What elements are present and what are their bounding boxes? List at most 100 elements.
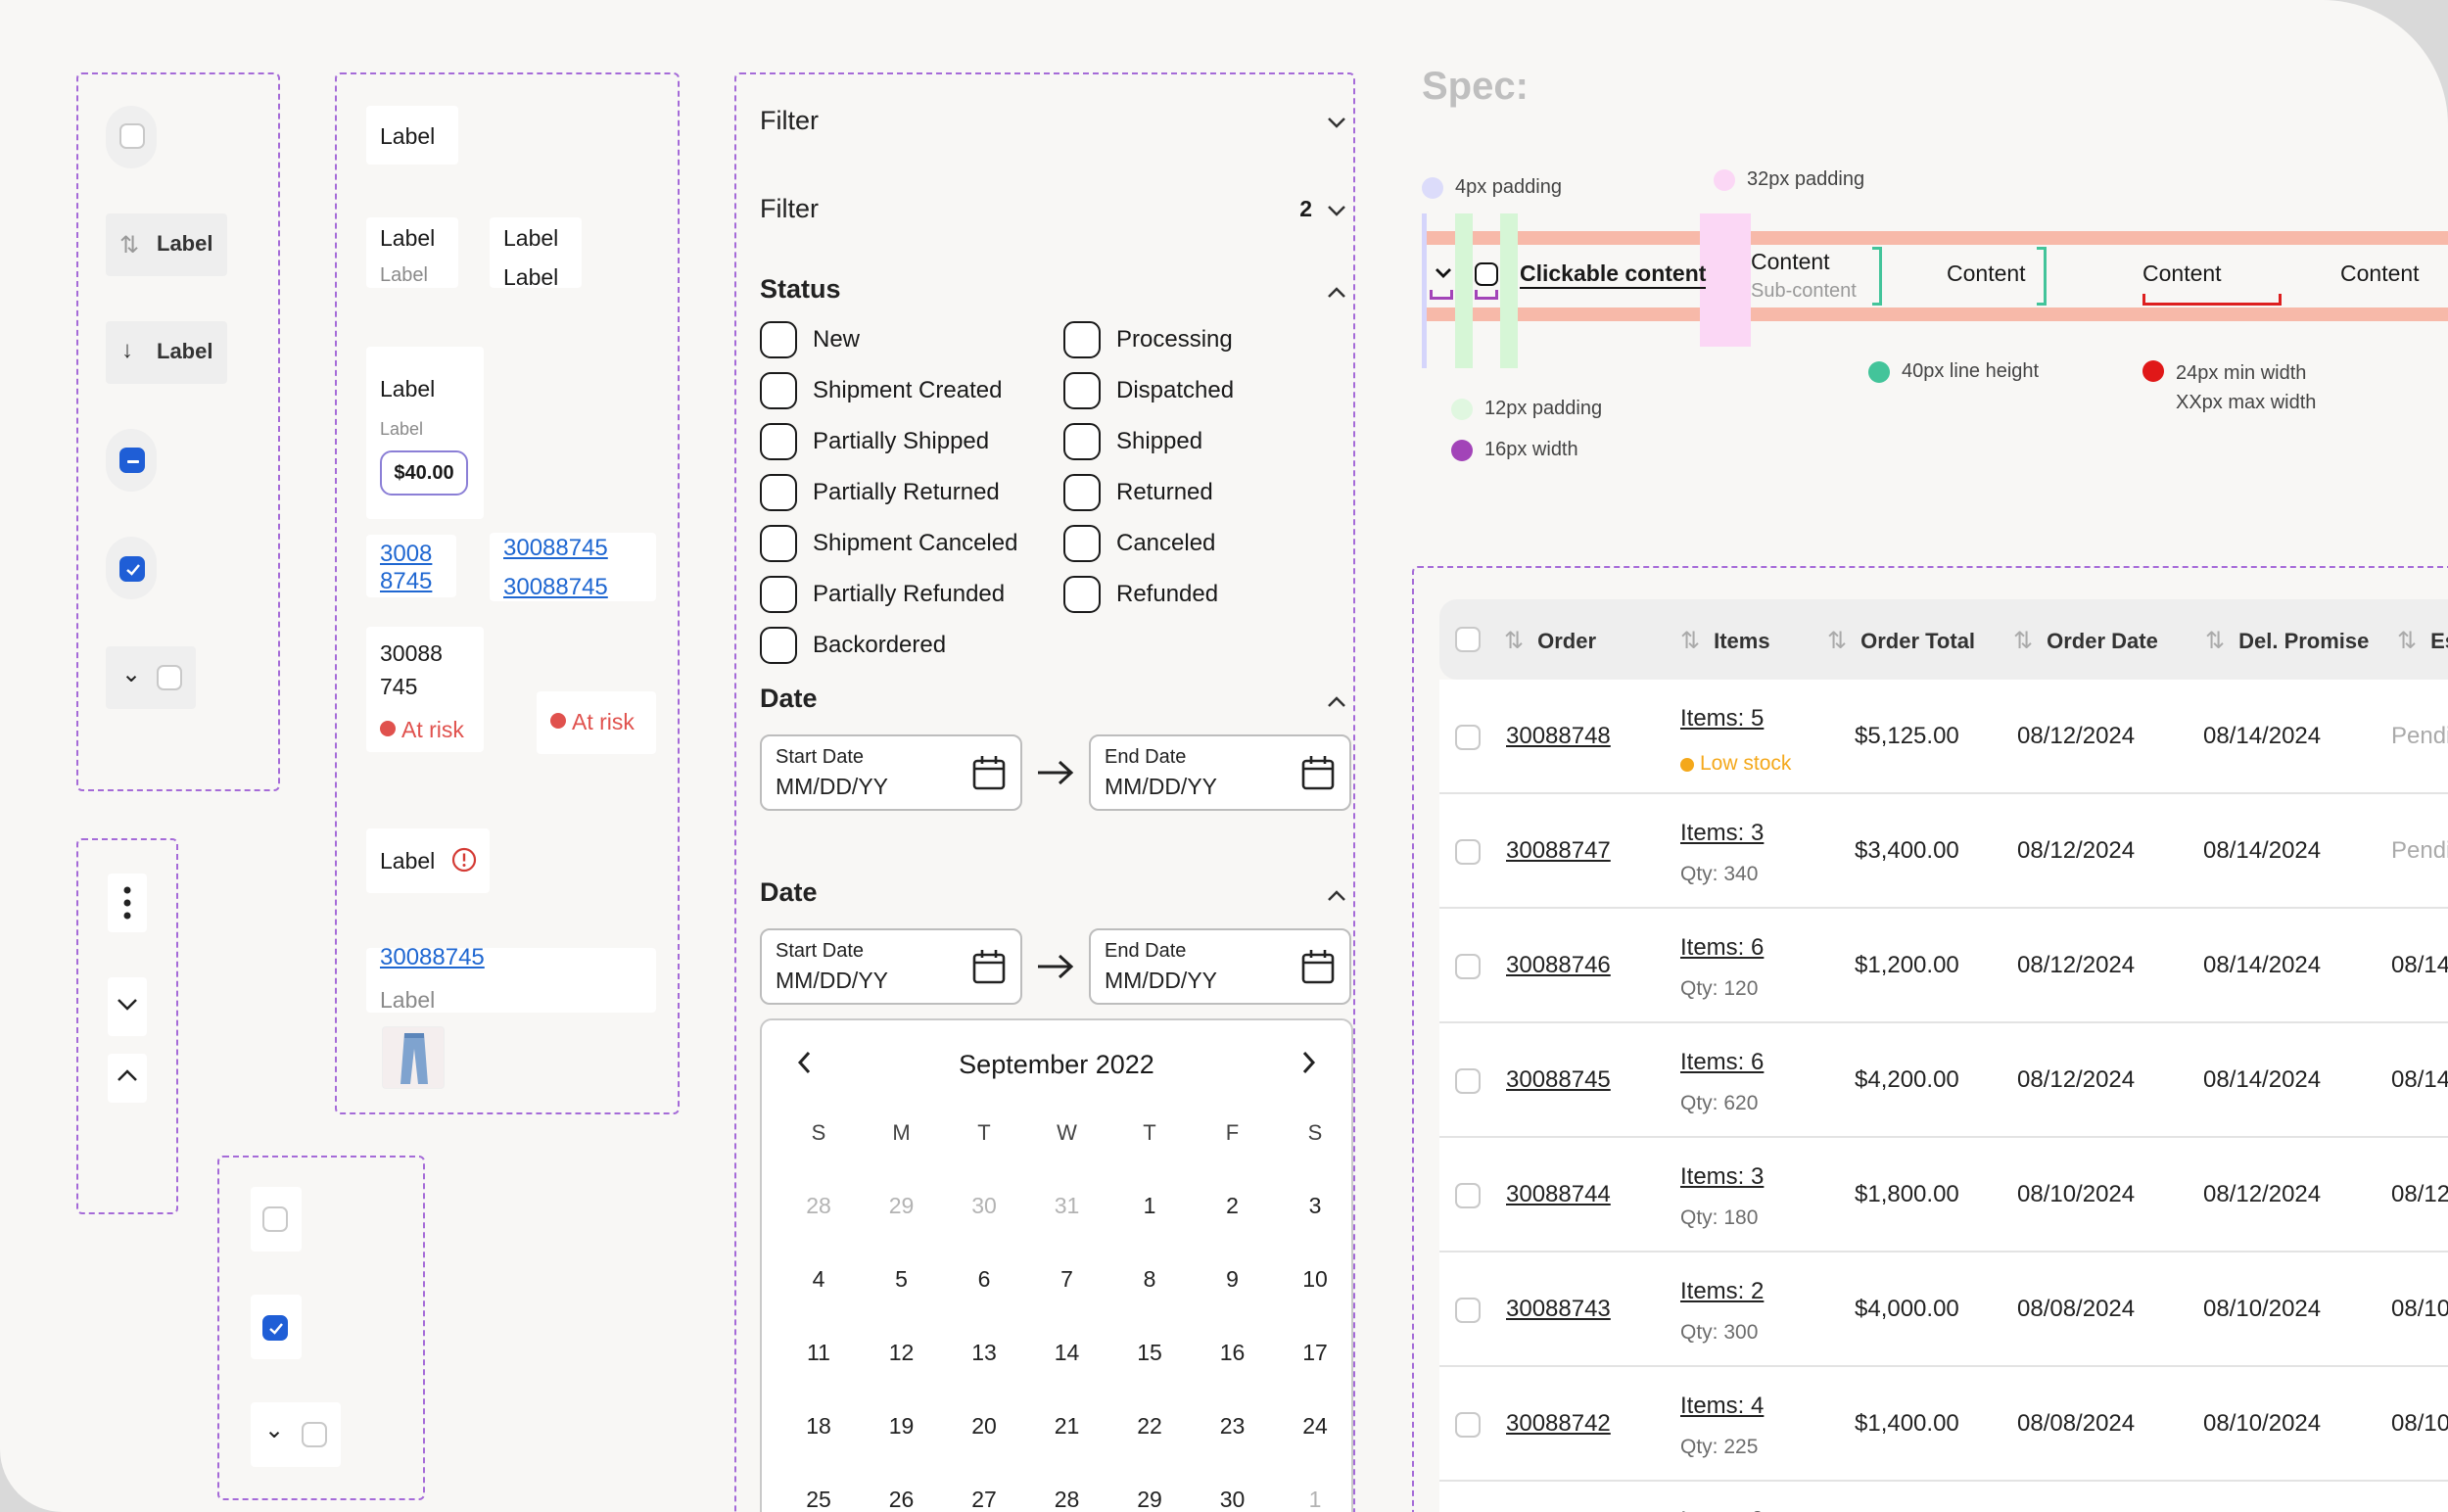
chevron-down-icon[interactable]: ⌄ (121, 661, 142, 687)
kebab-menu-icon[interactable] (121, 885, 133, 921)
calendar-day[interactable]: 5 (895, 1266, 908, 1292)
calendar-day[interactable]: 19 (888, 1413, 915, 1439)
calendar-day[interactable]: 31 (1054, 1193, 1080, 1218)
checkbox-empty[interactable] (1063, 372, 1101, 409)
header-cell[interactable]: ⇅ Order (1504, 627, 1596, 655)
calendar-day[interactable]: 7 (1060, 1266, 1073, 1292)
status-option[interactable]: Partially Shipped (760, 423, 989, 460)
sort-icon[interactable]: ⇅ (1504, 628, 1525, 654)
checkbox-empty[interactable] (1063, 576, 1101, 613)
calendar-day[interactable]: 10 (1302, 1266, 1328, 1292)
calendar-day[interactable]: 1 (1308, 1487, 1322, 1512)
calendar-day[interactable]: 29 (1137, 1487, 1162, 1512)
filter-row-with-count[interactable]: Filter 2 (760, 194, 1347, 237)
calendar-day[interactable]: 30 (971, 1193, 997, 1218)
spec-checkbox[interactable] (1475, 262, 1498, 286)
calendar-day[interactable]: 4 (812, 1266, 825, 1292)
items-link[interactable]: Items: 4 (1680, 1393, 1765, 1419)
checkbox-empty[interactable] (760, 423, 797, 460)
table-row[interactable]: 30088746 Items: 6 Qty: 120 $1,200.00 08/12/2… (1439, 909, 2448, 1023)
calendar-icon[interactable] (1300, 754, 1336, 791)
calendar-day[interactable]: 1 (1143, 1193, 1156, 1218)
calendar-day[interactable]: 16 (1219, 1340, 1246, 1365)
status-section-header[interactable]: Status (760, 274, 1347, 317)
calendar-day[interactable]: 17 (1302, 1340, 1328, 1365)
calendar-day[interactable]: 28 (806, 1193, 831, 1218)
checkbox-unchecked[interactable] (262, 1206, 288, 1232)
header-cell[interactable]: ⇅ Del. Promise (2205, 627, 2369, 655)
status-option[interactable]: Partially Returned (760, 474, 1000, 511)
chevron-down-icon[interactable] (116, 997, 139, 1013)
header-cell[interactable]: ⇅ Items (1680, 627, 1770, 655)
select-all-checkbox[interactable] (1455, 627, 1481, 652)
order-link[interactable]: 30088746 (1506, 952, 1611, 978)
calendar-day[interactable]: 9 (1226, 1266, 1239, 1292)
order-link[interactable]: 30088743 (1506, 1296, 1611, 1322)
checkbox-empty[interactable] (1063, 423, 1101, 460)
date-section-header-2[interactable]: Date (760, 877, 1347, 921)
sort-header-cell[interactable]: ⇅ Label (106, 213, 227, 276)
table-row-partial[interactable]: Items: 2 (1439, 1482, 2448, 1512)
header-cell[interactable]: ⇅ Order Total (1827, 627, 1975, 655)
calendar-day[interactable]: 12 (888, 1340, 915, 1365)
checkbox-empty[interactable] (760, 627, 797, 664)
checkbox-empty[interactable] (760, 525, 797, 562)
calendar-day[interactable]: 11 (807, 1340, 830, 1365)
filter-row[interactable]: Filter (760, 106, 1347, 149)
order-link[interactable]: 30088747 (1506, 837, 1611, 864)
table-row[interactable]: 30088743 Items: 2 Qty: 300 $4,000.00 08/08/2… (1439, 1252, 2448, 1367)
order-link[interactable]: 30088745 (380, 944, 485, 970)
order-link-line-2[interactable]: 8745 (380, 568, 433, 594)
checkbox-indeterminate[interactable] (119, 448, 145, 473)
items-link[interactable]: Items: 6 (1680, 1049, 1765, 1075)
table-row[interactable]: 30088747 Items: 3 Qty: 340 $3,400.00 08/12/2… (1439, 794, 2448, 909)
header-cell[interactable]: ⇅ Es (2397, 627, 2448, 655)
table-row[interactable]: 30088745 Items: 6 Qty: 620 $4,200.00 08/12/2… (1439, 1023, 2448, 1138)
status-option[interactable]: Backordered (760, 627, 946, 664)
calendar-day[interactable]: 27 (971, 1487, 997, 1512)
order-link-line-1[interactable]: 3008 (380, 541, 433, 567)
status-option[interactable]: Returned (1063, 474, 1213, 511)
order-link[interactable]: 30088748 (1506, 723, 1611, 749)
checkbox-checked[interactable] (262, 1315, 288, 1341)
chevron-right-icon[interactable] (1300, 1050, 1318, 1075)
status-option[interactable]: Canceled (1063, 525, 1215, 562)
chevron-down-icon[interactable]: ⌄ (264, 1417, 285, 1443)
order-link[interactable]: 30088745 (503, 574, 608, 600)
status-option[interactable]: Shipment Canceled (760, 525, 1017, 562)
items-link[interactable]: Items: 6 (1680, 934, 1765, 961)
table-row[interactable]: 30088742 Items: 4 Qty: 225 $1,400.00 08/08/2… (1439, 1367, 2448, 1482)
checkbox-empty[interactable] (760, 474, 797, 511)
calendar-icon[interactable] (1300, 948, 1336, 985)
checkbox-empty[interactable] (1063, 525, 1101, 562)
items-link[interactable]: Items: 5 (1680, 705, 1765, 732)
sort-icon[interactable]: ⇅ (1827, 628, 1848, 654)
calendar-day[interactable]: 18 (806, 1413, 831, 1439)
status-option[interactable]: Shipped (1063, 423, 1202, 460)
checkbox-empty[interactable] (760, 372, 797, 409)
calendar-day[interactable]: 29 (888, 1193, 915, 1218)
order-link[interactable]: 30088744 (1506, 1181, 1611, 1207)
order-link[interactable]: 30088745 (1506, 1066, 1611, 1093)
checkbox-empty[interactable] (1063, 321, 1101, 358)
items-link[interactable]: Items: 3 (1680, 1163, 1765, 1190)
row-checkbox[interactable] (157, 665, 182, 690)
row-checkbox[interactable] (1455, 1298, 1481, 1323)
row-checkbox[interactable] (1455, 1068, 1481, 1094)
calendar-day[interactable]: 8 (1143, 1266, 1156, 1292)
spec-clickable-content[interactable]: Clickable content (1520, 260, 1707, 289)
calendar-day[interactable]: 21 (1054, 1413, 1080, 1439)
order-link[interactable]: 30088742 (1506, 1410, 1611, 1437)
calendar-icon[interactable] (971, 754, 1007, 791)
status-option[interactable]: Partially Refunded (760, 576, 1005, 613)
sort-icon[interactable]: ⇅ (2013, 628, 2034, 654)
row-checkbox[interactable] (1455, 1412, 1481, 1438)
calendar-day[interactable]: 22 (1137, 1413, 1162, 1439)
sort-icon[interactable]: ⇅ (1680, 628, 1701, 654)
row-checkbox[interactable] (1455, 1183, 1481, 1208)
date-section-header[interactable]: Date (760, 684, 1347, 727)
status-option[interactable]: Dispatched (1063, 372, 1234, 409)
calendar-day[interactable]: 25 (806, 1487, 831, 1512)
calendar-day[interactable]: 23 (1219, 1413, 1246, 1439)
calendar-day[interactable]: 26 (888, 1487, 915, 1512)
